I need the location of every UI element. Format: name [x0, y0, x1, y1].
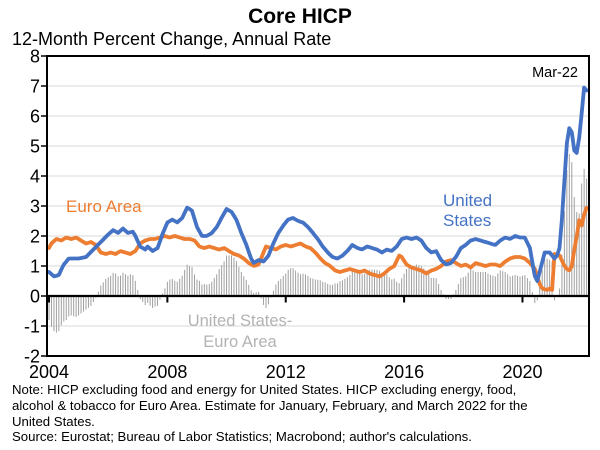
- difference-bars: [48, 153, 588, 333]
- x-tick-label: 2004: [29, 362, 69, 382]
- x-axis-labels: 2004 2008 2012 2016 2020: [29, 362, 543, 382]
- mar-22-label: Mar-22: [532, 65, 578, 81]
- x-tick-label: 2020: [502, 362, 542, 382]
- y-tick-label: 5: [30, 137, 40, 157]
- euro-area-label: Euro Area: [66, 197, 142, 216]
- chart-notes: Note: HICP excluding food and energy for…: [12, 382, 528, 445]
- y-axis: -2 -1 0 1 2 3 4 5 6 7 8: [24, 47, 47, 367]
- x-tick-label: 2016: [384, 362, 424, 382]
- united-states-label: United: [443, 191, 492, 210]
- y-tick-label: 8: [30, 47, 40, 67]
- chart-title: Core HICP: [248, 5, 352, 28]
- source-line: Source: Eurostat; Bureau of Labor Statis…: [12, 429, 472, 445]
- difference-label: Euro Area: [203, 333, 277, 351]
- y-tick-label: 0: [30, 287, 40, 307]
- y-tick-label: -1: [24, 317, 40, 337]
- note-line-1: Note: HICP excluding food and energy for…: [12, 382, 517, 397]
- chart-subtitle: 12-Month Percent Change, Annual Rate: [12, 29, 332, 49]
- euro-area-line: [47, 205, 589, 292]
- united-states-label: States: [443, 211, 491, 230]
- x-tick-label: 2012: [266, 362, 306, 382]
- x-tick-label: 2008: [147, 362, 187, 382]
- note-line-3: United States.: [12, 413, 95, 429]
- y-tick-label: 6: [30, 107, 40, 127]
- y-tick-label: 7: [30, 77, 40, 97]
- united-states-line: [47, 85, 589, 283]
- y-tick-label: 2: [30, 227, 40, 247]
- y-tick-label: 4: [30, 167, 40, 187]
- x-ticks: [48, 296, 524, 303]
- y-tick-label: 3: [30, 197, 40, 217]
- y-tick-label: 1: [30, 257, 40, 277]
- y-tick-label: -2: [24, 347, 40, 367]
- note-line-2: alcohol & tobacco for Euro Area. Estimat…: [12, 397, 528, 413]
- difference-label: United States-: [188, 312, 293, 330]
